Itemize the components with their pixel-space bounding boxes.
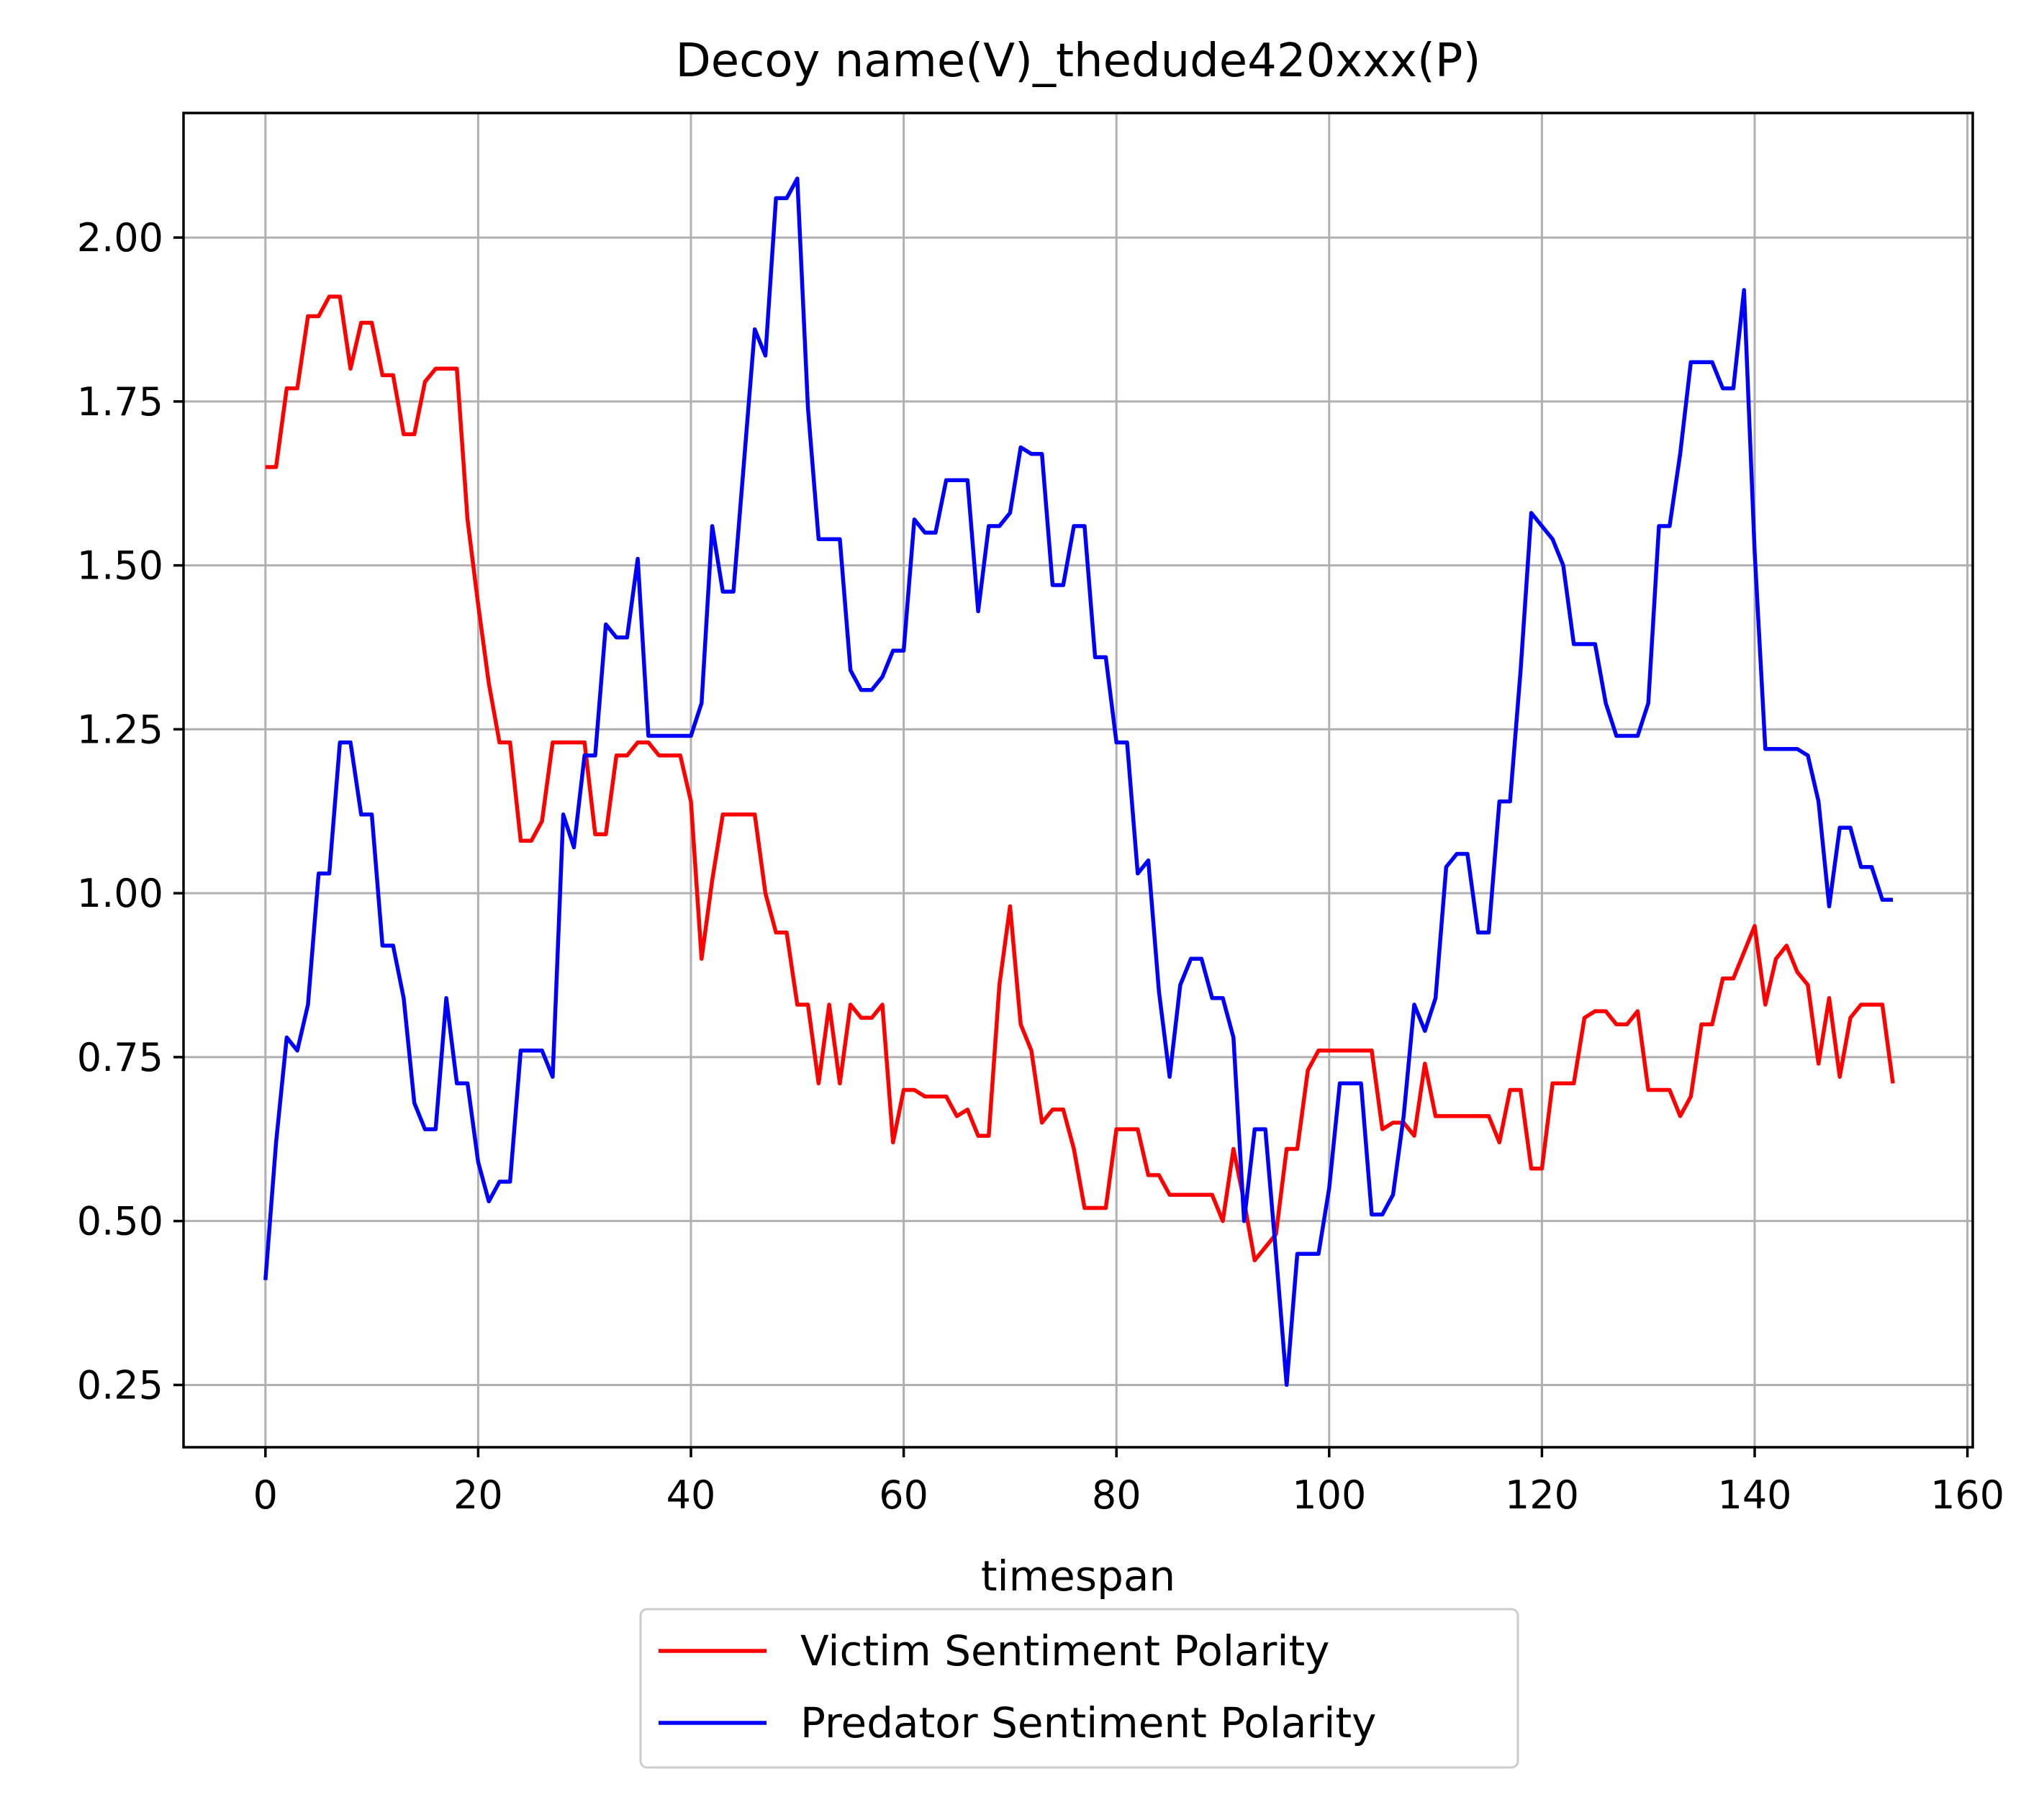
x-tick-label: 140	[1717, 1472, 1791, 1518]
plot-frame	[182, 112, 1974, 1449]
y-tick-label: 1.00	[77, 871, 163, 916]
y-tick-label: 1.25	[77, 707, 163, 752]
grid	[184, 113, 1973, 1447]
series-line-predator	[263, 176, 1894, 1388]
x-tick-label: 0	[253, 1472, 278, 1518]
y-tick-label: 2.00	[77, 215, 163, 261]
x-tick-label: 100	[1292, 1472, 1366, 1518]
y-tick-label: 0.25	[77, 1362, 163, 1408]
legend-label-victim: Victim Sentiment Polarity	[800, 1626, 1330, 1675]
x-tick-label: 20	[453, 1472, 503, 1518]
y-tick-label: 1.75	[77, 379, 163, 425]
x-tick-label: 120	[1505, 1472, 1579, 1518]
y-tick-label: 0.75	[77, 1035, 163, 1080]
legend-box	[639, 1608, 1519, 1769]
axis-ticks: 0 20 40 60 80 100 120 140 160 0.25 0.50 0.75 1.00 1.2…	[77, 215, 2004, 1518]
x-axis-label: timespan	[981, 1552, 1175, 1601]
x-tick-label: 60	[879, 1472, 928, 1518]
chart-title: Decoy name(V)_thedude420xxx(P)	[676, 35, 1481, 88]
y-tick-label: 0.50	[77, 1199, 163, 1244]
series-line-victim	[265, 294, 1895, 1263]
y-tick-label: 1.50	[77, 543, 163, 589]
x-tick-label: 40	[666, 1472, 716, 1518]
x-tick-label: 160	[1930, 1472, 2004, 1518]
legend-label-predator: Predator Sentiment Polarity	[800, 1698, 1376, 1747]
series-lines	[263, 176, 1895, 1388]
legend: Victim Sentiment Polarity Predator Senti…	[639, 1608, 1519, 1769]
x-tick-label: 80	[1092, 1472, 1141, 1518]
